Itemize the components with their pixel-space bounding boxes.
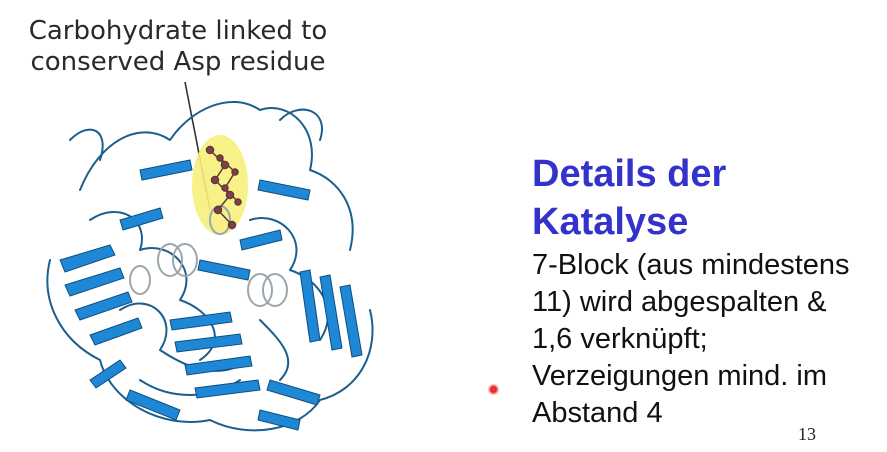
slide-body: 7-Block (aus mindestens 11) wird abgespa… (532, 247, 850, 432)
body-line-5: Abstand 4 (532, 397, 663, 429)
title-line-1: Details der (532, 153, 727, 195)
caption-line-2: conserved Asp residue (30, 47, 326, 77)
body-line-4: Verzeigungen mind. im (532, 360, 827, 392)
body-line-2: 11) wird abgespalten & (532, 286, 827, 318)
protein-structure-image (46, 81, 374, 432)
title-line-2: Katalyse (532, 201, 689, 243)
protein-backbone (46, 100, 374, 432)
body-line-1: 7-Block (aus mindestens (532, 249, 850, 281)
protein-ribbons (59, 159, 363, 431)
slide-title: Details der Katalyse (532, 150, 726, 246)
carbohydrate-molecule (205, 145, 242, 230)
figure-caption: Carbohydrate linked to conserved Asp res… (18, 16, 338, 78)
page-number: 13 (798, 424, 816, 444)
protein-helices (129, 205, 288, 307)
caption-line-1: Carbohydrate linked to (28, 16, 328, 46)
laser-pointer-dot (488, 384, 499, 395)
body-line-3: 1,6 verknüpft; (532, 323, 708, 355)
